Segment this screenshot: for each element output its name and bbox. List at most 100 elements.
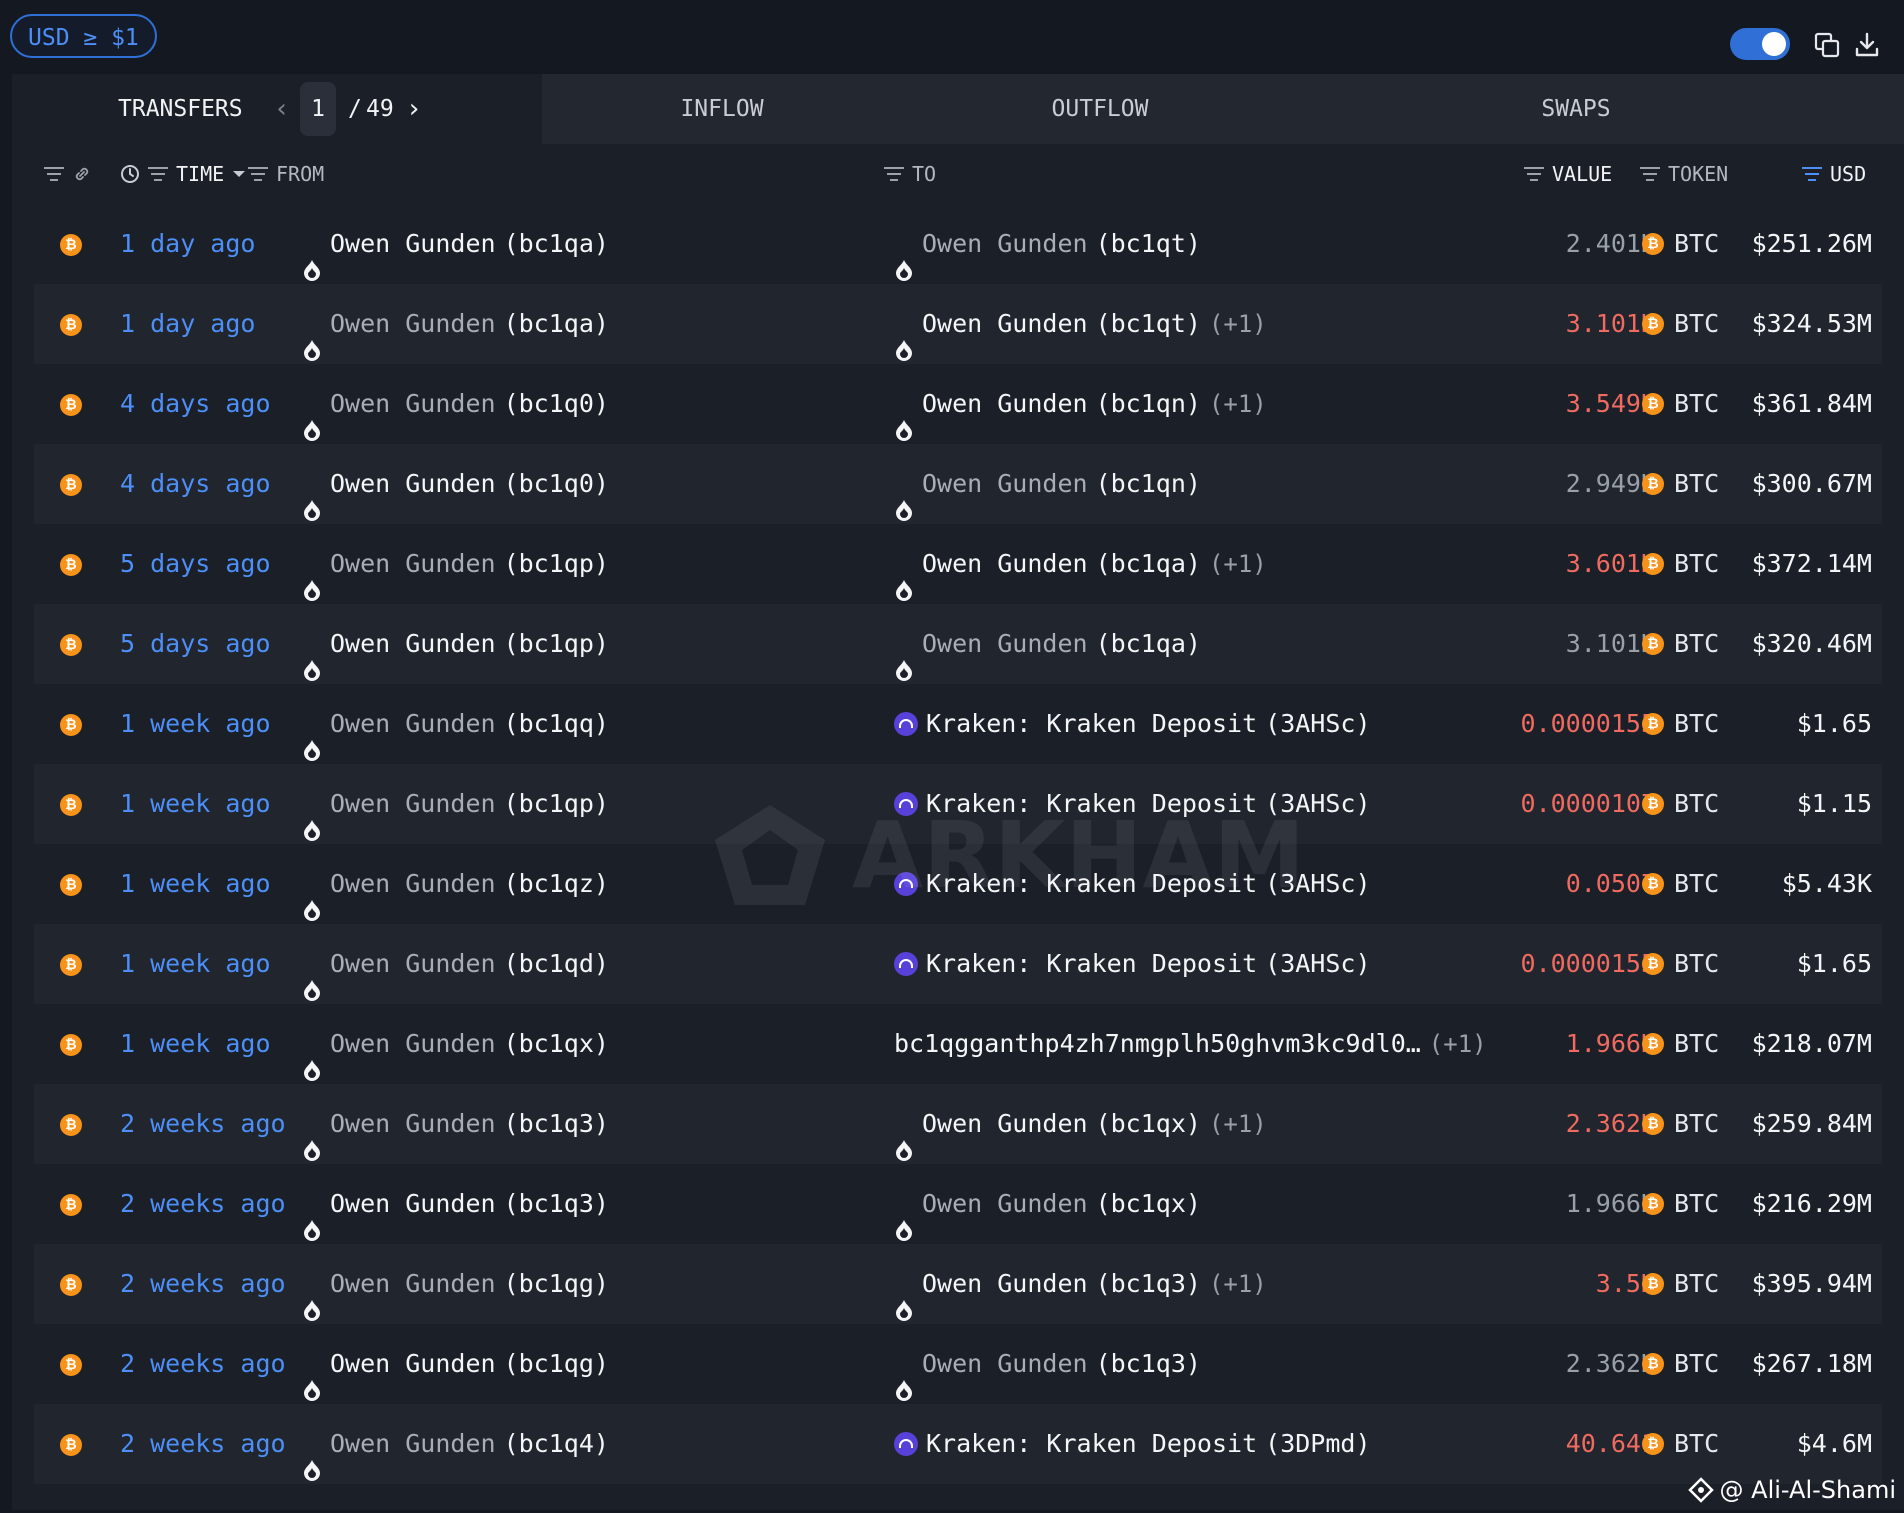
row-to-entity[interactable]: Owen Gunden (bc1qa) (+1): [894, 524, 1267, 604]
row-time-link[interactable]: 1 day ago: [120, 309, 256, 338]
row-from-entity[interactable]: Owen Gunden (bc1qx): [302, 1004, 609, 1084]
to-extra-count[interactable]: (+1): [1428, 1030, 1487, 1058]
tab-inflow[interactable]: INFLOW: [680, 96, 764, 122]
row-to-entity[interactable]: Owen Gunden (bc1qa): [894, 604, 1201, 684]
sort-down-icon[interactable]: [232, 169, 246, 179]
row-token[interactable]: ₿ BTC: [1642, 844, 1719, 924]
table-row[interactable]: ₿ 1 week ago Owen Gunden (bc1qz) Kraken: Kra…: [34, 844, 1882, 924]
row-token[interactable]: ₿ BTC: [1642, 604, 1719, 684]
link-icon[interactable]: [72, 164, 92, 184]
row-from-entity[interactable]: Owen Gunden (bc1q0): [302, 444, 609, 524]
table-row[interactable]: ₿ 2 weeks ago Owen Gunden (bc1q3) Owen Gunde…: [34, 1084, 1882, 1164]
table-row[interactable]: ₿ 4 days ago Owen Gunden (bc1q0) Owen Gunden…: [34, 364, 1882, 444]
row-token[interactable]: ₿ BTC: [1642, 1164, 1719, 1244]
to-filter-icon[interactable]: [884, 167, 904, 181]
row-token[interactable]: ₿ BTC: [1642, 1004, 1719, 1084]
row-token[interactable]: ₿ BTC: [1642, 284, 1719, 364]
row-token[interactable]: ₿ BTC: [1642, 364, 1719, 444]
tab-transfers[interactable]: TRANSFERS ‹ 1 / 49 ›: [12, 74, 542, 144]
row-to-entity[interactable]: Kraken: Kraken Deposit (3AHSc): [894, 924, 1371, 1004]
table-row[interactable]: ₿ 1 day ago Owen Gunden (bc1qa) Owen Gunden(…: [34, 204, 1882, 284]
row-time-link[interactable]: 2 weeks ago: [120, 1109, 286, 1138]
tab-swaps[interactable]: SWAPS: [1541, 96, 1611, 122]
chevron-right-icon[interactable]: ›: [406, 94, 422, 124]
row-from-entity[interactable]: Owen Gunden (bc1qa): [302, 284, 609, 364]
filter-icon[interactable]: [44, 167, 64, 181]
row-time-link[interactable]: 1 week ago: [120, 789, 271, 818]
row-from-entity[interactable]: Owen Gunden (bc1qa): [302, 204, 609, 284]
time-filter-icon[interactable]: [148, 167, 168, 181]
row-from-entity[interactable]: Owen Gunden (bc1qg): [302, 1244, 609, 1324]
row-time-link[interactable]: 2 weeks ago: [120, 1429, 286, 1458]
row-time-link[interactable]: 4 days ago: [120, 389, 271, 418]
row-time-link[interactable]: 2 weeks ago: [120, 1269, 286, 1298]
row-from-entity[interactable]: Owen Gunden (bc1q0): [302, 364, 609, 444]
table-row[interactable]: ₿ 2 weeks ago Owen Gunden (bc1qg) Owen Gunde…: [34, 1324, 1882, 1404]
table-row[interactable]: ₿ 2 weeks ago Owen Gunden (bc1q4) Kraken: Kr…: [34, 1404, 1882, 1484]
table-row[interactable]: ₿ 1 day ago Owen Gunden (bc1qa) Owen Gunden(…: [34, 284, 1882, 364]
page-current[interactable]: 1: [300, 82, 336, 136]
row-to-entity[interactable]: Owen Gunden (bc1qt) (+1): [894, 284, 1267, 364]
row-to-entity[interactable]: Kraken: Kraken Deposit (3AHSc): [894, 764, 1371, 844]
to-extra-count[interactable]: (+1): [1208, 550, 1267, 578]
row-to-entity[interactable]: Owen Gunden (bc1q3) (+1): [894, 1244, 1267, 1324]
value-filter-icon[interactable]: [1524, 167, 1544, 181]
row-token[interactable]: ₿ BTC: [1642, 1244, 1719, 1324]
row-from-entity[interactable]: Owen Gunden (bc1qd): [302, 924, 609, 1004]
tab-outflow[interactable]: OUTFLOW: [1051, 96, 1149, 122]
usd-filter-icon[interactable]: [1802, 167, 1822, 181]
row-time-link[interactable]: 2 weeks ago: [120, 1349, 286, 1378]
row-from-entity[interactable]: Owen Gunden (bc1qq): [302, 684, 609, 764]
row-from-entity[interactable]: Owen Gunden (bc1qg): [302, 1324, 609, 1404]
row-token[interactable]: ₿ BTC: [1642, 684, 1719, 764]
row-time-link[interactable]: 5 days ago: [120, 629, 271, 658]
token-filter-icon[interactable]: [1640, 167, 1660, 181]
row-from-entity[interactable]: Owen Gunden (bc1qp): [302, 764, 609, 844]
table-row[interactable]: ₿ 2 weeks ago Owen Gunden (bc1qg) Owen Gunde…: [34, 1244, 1882, 1324]
table-row[interactable]: ₿ 2 weeks ago Owen Gunden (bc1q3) Owen Gunde…: [34, 1164, 1882, 1244]
row-to-entity[interactable]: Kraken: Kraken Deposit (3AHSc): [894, 684, 1371, 764]
row-token[interactable]: ₿ BTC: [1642, 444, 1719, 524]
clock-icon[interactable]: [120, 164, 140, 184]
row-time-link[interactable]: 5 days ago: [120, 549, 271, 578]
row-token[interactable]: ₿ BTC: [1642, 1324, 1719, 1404]
row-time-link[interactable]: 1 day ago: [120, 229, 256, 258]
to-extra-count[interactable]: (+1): [1208, 1270, 1267, 1298]
download-icon[interactable]: [1852, 30, 1882, 60]
row-to-entity[interactable]: Owen Gunden (bc1qt): [894, 204, 1201, 284]
row-token[interactable]: ₿ BTC: [1642, 1084, 1719, 1164]
view-toggle[interactable]: [1730, 28, 1790, 60]
row-from-entity[interactable]: Owen Gunden (bc1qp): [302, 604, 609, 684]
table-row[interactable]: ₿ 1 week ago Owen Gunden (bc1qp) Kraken: Kra…: [34, 764, 1882, 844]
row-time-link[interactable]: 1 week ago: [120, 1029, 271, 1058]
row-token[interactable]: ₿ BTC: [1642, 204, 1719, 284]
table-row[interactable]: ₿ 4 days ago Owen Gunden (bc1q0) Owen Gunden…: [34, 444, 1882, 524]
table-row[interactable]: ₿ 1 week ago Owen Gunden (bc1qd) Kraken: Kra…: [34, 924, 1882, 1004]
row-time-link[interactable]: 1 week ago: [120, 709, 271, 738]
row-token[interactable]: ₿ BTC: [1642, 764, 1719, 844]
column-time[interactable]: TIME: [176, 162, 225, 186]
row-time-link[interactable]: 2 weeks ago: [120, 1189, 286, 1218]
row-to-entity[interactable]: Owen Gunden (bc1q3): [894, 1324, 1201, 1404]
row-to-entity[interactable]: Kraken: Kraken Deposit (3AHSc): [894, 844, 1371, 924]
row-from-entity[interactable]: Owen Gunden (bc1qp): [302, 524, 609, 604]
table-row[interactable]: ₿ 1 week ago Owen Gunden (bc1qq) Kraken: Kra…: [34, 684, 1882, 764]
row-token[interactable]: ₿ BTC: [1642, 924, 1719, 1004]
row-from-entity[interactable]: Owen Gunden (bc1q3): [302, 1084, 609, 1164]
row-from-entity[interactable]: Owen Gunden (bc1qz): [302, 844, 609, 924]
row-to-entity[interactable]: Owen Gunden (bc1qn) (+1): [894, 364, 1267, 444]
row-to-entity[interactable]: Owen Gunden (bc1qx): [894, 1164, 1201, 1244]
copy-icon[interactable]: [1812, 30, 1842, 60]
row-to-entity[interactable]: Owen Gunden (bc1qx) (+1): [894, 1084, 1267, 1164]
row-from-entity[interactable]: Owen Gunden (bc1q3): [302, 1164, 609, 1244]
to-extra-count[interactable]: (+1): [1208, 390, 1267, 418]
table-row[interactable]: ₿ 5 days ago Owen Gunden (bc1qp) Owen Gunden…: [34, 604, 1882, 684]
row-to-entity[interactable]: bc1qgganthp4zh7nmgplh50ghvm3kc9dl0… (+1): [894, 1004, 1487, 1084]
chevron-left-icon[interactable]: ‹: [274, 94, 290, 124]
row-from-entity[interactable]: Owen Gunden (bc1q4): [302, 1404, 609, 1484]
row-time-link[interactable]: 1 week ago: [120, 949, 271, 978]
table-row[interactable]: ₿ 1 week ago Owen Gunden (bc1qx) bc1qgganthp…: [34, 1004, 1882, 1084]
row-time-link[interactable]: 4 days ago: [120, 469, 271, 498]
row-to-entity[interactable]: Owen Gunden (bc1qn): [894, 444, 1201, 524]
row-time-link[interactable]: 1 week ago: [120, 869, 271, 898]
